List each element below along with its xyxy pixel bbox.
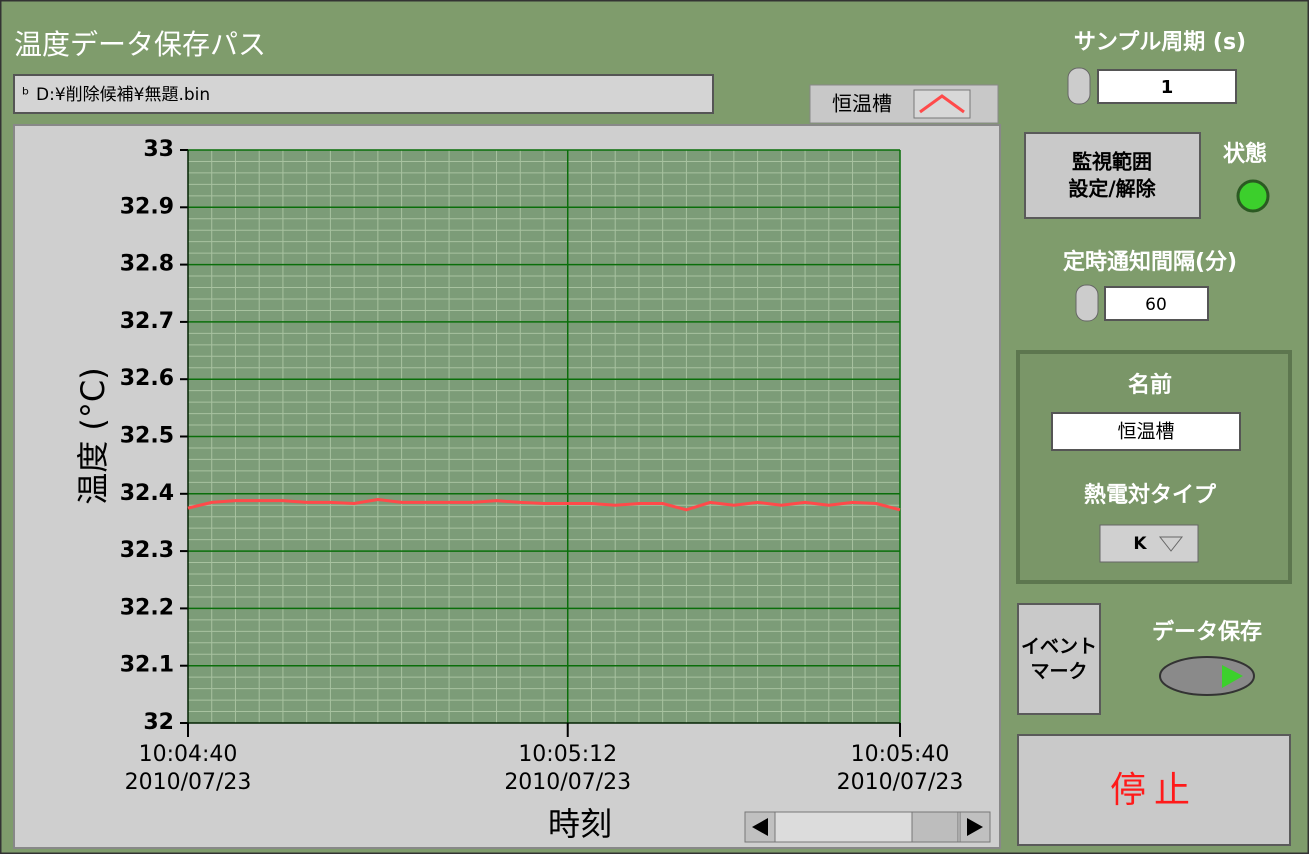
y-tick-label: 32.6 bbox=[120, 366, 174, 391]
notify-box[interactable] bbox=[1104, 286, 1209, 321]
x-axis-label: 時刻 bbox=[548, 805, 612, 843]
x-tick-label: 10:05:12 bbox=[518, 742, 617, 767]
x-tick-label: 10:04:40 bbox=[139, 742, 238, 767]
path-label: 温度データ保存パス bbox=[14, 28, 266, 61]
thermo-value: K bbox=[1133, 534, 1147, 554]
legend-swatch bbox=[919, 94, 965, 114]
monitor-button[interactable] bbox=[1024, 132, 1201, 219]
scroll-thumb[interactable] bbox=[911, 811, 959, 843]
y-axis-label: 温度 (°C) bbox=[74, 367, 112, 505]
x-tick-label: 10:05:40 bbox=[851, 742, 950, 767]
y-tick-label: 33 bbox=[143, 137, 174, 162]
x-tick-date: 2010/07/23 bbox=[504, 770, 631, 795]
thermo-ring[interactable] bbox=[1099, 524, 1199, 563]
ring-arrow bbox=[1158, 536, 1184, 552]
save-toggle[interactable] bbox=[1159, 656, 1255, 696]
name-label: 名前 bbox=[1128, 372, 1172, 398]
status-led bbox=[1236, 179, 1270, 213]
y-tick-label: 32 bbox=[143, 710, 174, 735]
sample-period-box[interactable] bbox=[1097, 69, 1237, 104]
save-toggle-arrow bbox=[1222, 665, 1243, 688]
legend-label: 恒温槽 bbox=[832, 92, 892, 116]
name-box[interactable] bbox=[1051, 412, 1241, 451]
y-tick-label: 32.7 bbox=[120, 309, 174, 334]
notify-label: 定時通知間隔(分) bbox=[1063, 249, 1237, 275]
y-tick-label: 32.8 bbox=[120, 252, 174, 277]
monitor-button-line: 監視範囲 bbox=[1072, 150, 1152, 174]
event-button[interactable] bbox=[1017, 603, 1101, 715]
path-value: D:¥削除候補¥無題.bin bbox=[36, 85, 210, 105]
y-tick-label: 32.2 bbox=[120, 595, 174, 620]
scroll-left-arrow bbox=[752, 818, 768, 836]
sample-period-label: サンプル周期 (s) bbox=[1074, 30, 1246, 55]
series-line bbox=[187, 498, 901, 512]
y-tick-label: 32.1 bbox=[120, 653, 174, 678]
name-value: 恒温槽 bbox=[1117, 421, 1174, 443]
path-box[interactable] bbox=[13, 74, 714, 114]
thermo-label: 熱電対タイプ bbox=[1084, 482, 1217, 508]
y-tick-label: 32.5 bbox=[120, 424, 174, 449]
event-button-line: マーク bbox=[1030, 661, 1087, 683]
sample-period-value: 1 bbox=[1161, 77, 1174, 98]
monitor-button-line: 設定/解除 bbox=[1068, 177, 1156, 201]
event-button-line: イベント bbox=[1021, 636, 1097, 658]
y-tick-label: 32.3 bbox=[120, 538, 174, 563]
stepper[interactable] bbox=[1067, 67, 1091, 105]
scroll-right-arrow bbox=[967, 818, 983, 836]
stop-button-label: 停止 bbox=[1110, 770, 1198, 811]
save-label: データ保存 bbox=[1152, 619, 1262, 645]
x-tick-date: 2010/07/23 bbox=[837, 770, 964, 795]
stepper[interactable] bbox=[1075, 284, 1099, 322]
stop-button[interactable] bbox=[1017, 734, 1291, 846]
status-label: 状態 bbox=[1223, 141, 1267, 167]
notify-value: 60 bbox=[1145, 295, 1167, 315]
y-tick-label: 32.9 bbox=[120, 194, 174, 219]
y-tick-label: 32.4 bbox=[120, 481, 174, 506]
path-icon: ᵇ bbox=[22, 85, 29, 105]
chart: 32 32.1 32.2 32.3 32.4 32.5 32.6 32.7 32.8 32.9 33… bbox=[120, 137, 964, 795]
x-tick-date: 2010/07/23 bbox=[125, 770, 252, 795]
